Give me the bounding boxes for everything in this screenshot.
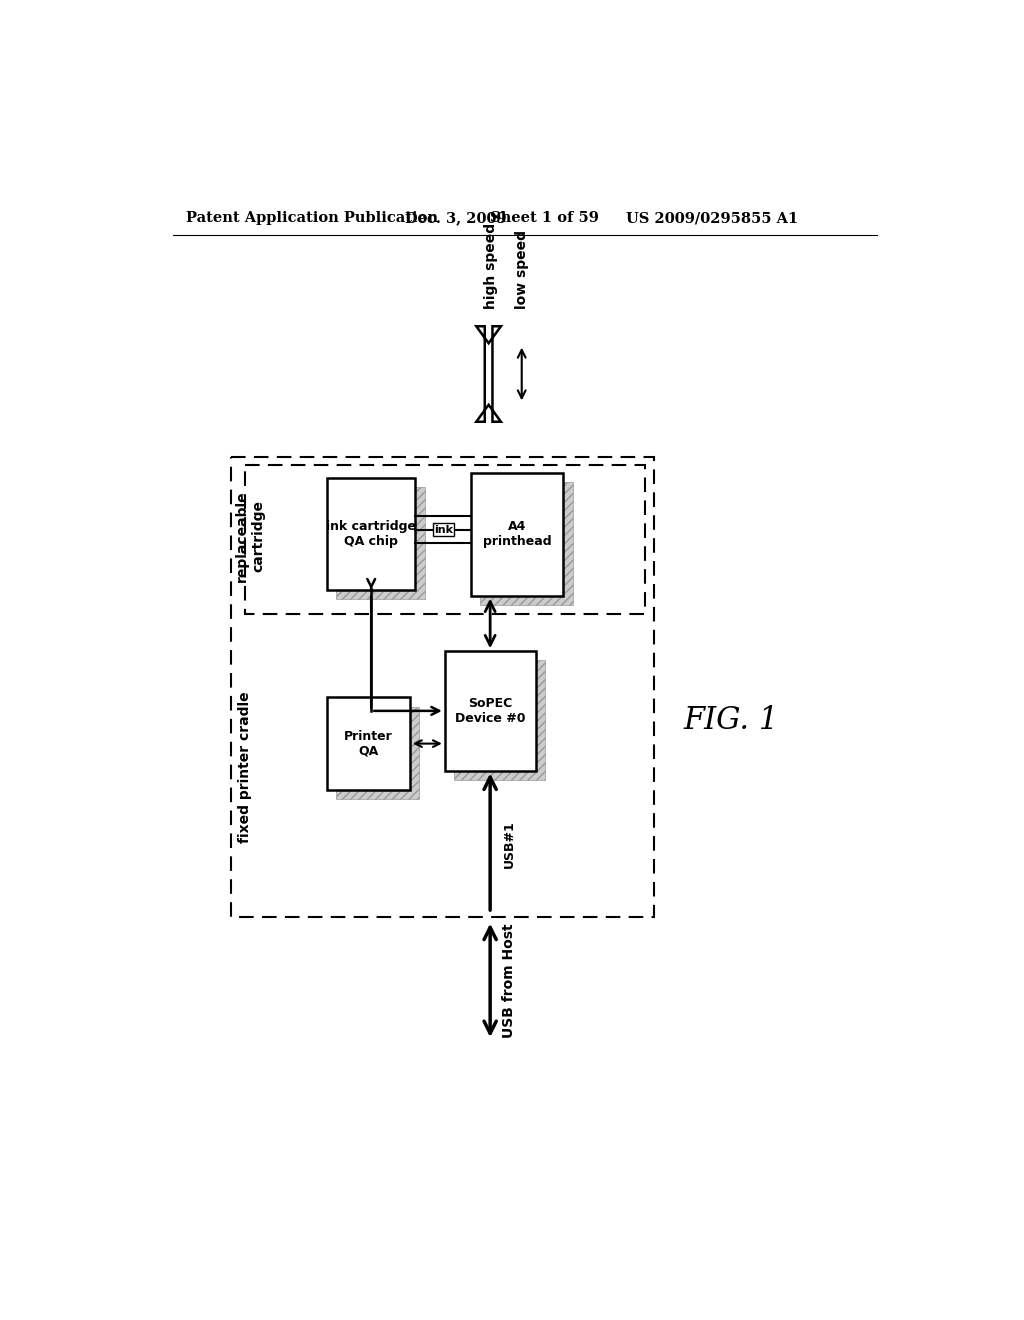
Bar <box>336 706 419 799</box>
Text: A4
printhead: A4 printhead <box>482 520 551 548</box>
Text: USB from Host: USB from Host <box>503 923 516 1038</box>
Bar <box>327 478 416 590</box>
Text: ink: ink <box>434 524 453 535</box>
Bar <box>454 660 545 780</box>
Bar <box>480 482 572 605</box>
Text: USB#1: USB#1 <box>503 820 515 867</box>
Text: high speed: high speed <box>484 223 498 309</box>
Bar <box>444 651 536 771</box>
Bar <box>336 487 425 599</box>
Text: Dec. 3, 2009: Dec. 3, 2009 <box>406 211 507 226</box>
Text: low speed: low speed <box>515 230 528 309</box>
Text: Patent Application Publication: Patent Application Publication <box>186 211 438 226</box>
Text: Sheet 1 of 59: Sheet 1 of 59 <box>490 211 599 226</box>
Text: replaceable
cartridge: replaceable cartridge <box>234 490 265 582</box>
Bar <box>471 473 563 595</box>
Text: fixed printer cradle: fixed printer cradle <box>238 690 252 842</box>
Text: FIG. 1: FIG. 1 <box>684 705 779 737</box>
Text: Printer
QA: Printer QA <box>344 730 393 758</box>
Text: US 2009/0295855 A1: US 2009/0295855 A1 <box>626 211 798 226</box>
Text: SoPEC
Device #0: SoPEC Device #0 <box>455 697 525 725</box>
Bar <box>327 697 410 789</box>
Text: ink cartridge
QA chip: ink cartridge QA chip <box>327 520 416 548</box>
